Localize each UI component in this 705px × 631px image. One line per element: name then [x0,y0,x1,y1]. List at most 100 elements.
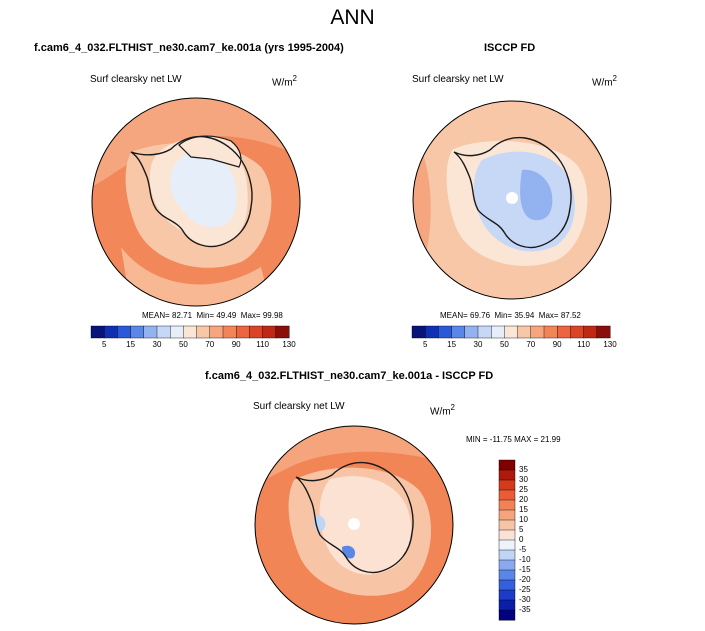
panel3-colorbar-ticks: 35 30 25 20 15 10 5 0 -5 -10 -15 -20 -25 -30 -35 [519,460,559,620]
panel1-variable: Surf clearsky net LW [90,74,182,85]
colorbar-swatch [517,325,532,339]
colorbar-tick-label: -15 [519,565,531,574]
colorbar-tick-label: 70 [205,340,215,349]
colorbar-swatch [498,529,516,541]
colorbar-swatch [498,589,516,601]
colorbar-swatch [498,569,516,581]
map3-border [254,425,454,625]
colorbar-swatch [464,325,479,339]
colorbar-swatch [438,325,453,339]
colorbar-tick-label: -25 [519,585,531,594]
panel2-title: ISCCP FD [484,42,536,54]
colorbar-tick-label: 90 [231,340,241,349]
colorbar-swatch [156,325,171,339]
colorbar-swatch [498,579,516,591]
colorbar-tick-label: 5 [519,525,524,534]
map1-coastline [130,135,253,248]
map2-coastline [453,136,572,249]
panel1-colorbar [90,325,290,339]
colorbar-swatch [543,325,558,339]
panel1-title: f.cam6_4_032.FLTHIST_ne30.cam7_ke.001a (… [34,42,344,54]
colorbar-tick-label: 130 [282,340,296,349]
colorbar-tick-label: 110 [577,340,590,349]
colorbar-swatch [130,325,145,339]
colorbar-tick-label: 50 [178,340,188,349]
colorbar-swatch [530,325,545,339]
panel3-stats: MIN = -11.75 MAX = 21.99 [466,435,561,444]
colorbar-swatch [90,325,105,339]
colorbar-tick-label: 0 [519,535,524,544]
panel3-title: f.cam6_4_032.FLTHIST_ne30.cam7_ke.001a -… [205,370,494,382]
colorbar-swatch [556,325,571,339]
panel2-map [412,100,612,300]
colorbar-tick-label: -20 [519,575,531,584]
panel1-colorbar-ticks: 5 15 30 50 70 90 110 130 [91,340,296,352]
colorbar-tick-label: 50 [499,340,509,349]
colorbar-swatch [451,325,466,339]
colorbar-swatch [498,509,516,521]
colorbar-tick-label: 110 [256,340,269,349]
colorbar-tick-label: 90 [552,340,562,349]
colorbar-swatch [275,325,290,339]
colorbar-swatch [498,469,516,481]
colorbar-tick-label: 30 [473,340,483,349]
colorbar-swatch [498,549,516,561]
colorbar-tick-label: 15 [447,340,457,349]
map1-field-patch [121,247,266,306]
colorbar-tick-label: 20 [519,495,528,504]
map2-pole-hole [506,192,518,204]
colorbar-swatch [477,325,492,339]
colorbar-swatch [196,325,211,339]
colorbar-swatch [222,325,237,339]
colorbar-tick-label: 10 [519,515,528,524]
panel1-units: W/m2 [272,74,297,89]
colorbar-swatch [498,459,516,471]
colorbar-tick-label: 5 [101,340,107,349]
map2-border [412,100,612,300]
colorbar-tick-label: -35 [519,605,531,614]
colorbar-tick-label: 25 [519,485,528,494]
colorbar-swatch [262,325,277,339]
map1-field-patch [92,98,300,187]
colorbar-swatch [570,325,585,339]
map3-coastline [295,461,414,574]
colorbar-tick-label: 130 [603,340,617,349]
map1-field-patch [170,153,237,227]
colorbar-tick-label: -10 [519,555,531,564]
panel2-units: W/m2 [592,74,617,89]
colorbar-tick-label: 15 [519,505,528,514]
panel3-variable: Surf clearsky net LW [253,401,345,412]
colorbar-swatch [583,325,598,339]
colorbar-swatch [143,325,158,339]
colorbar-tick-label: 5 [422,340,428,349]
panel3-map [254,425,454,625]
panel2-colorbar [411,325,611,339]
panel1-stats: MEAN= 82.71 Min= 49.49 Max= 99.98 [142,311,283,320]
colorbar-tick-label: 15 [126,340,136,349]
colorbar-swatch [596,325,611,339]
colorbar-swatch [498,559,516,571]
panel1-map [91,97,301,307]
colorbar-swatch [117,325,132,339]
colorbar-swatch [183,325,198,339]
colorbar-swatch [235,325,250,339]
map3-pole-hole [348,518,360,530]
colorbar-tick-label: 30 [152,340,162,349]
colorbar-swatch [209,325,224,339]
colorbar-swatch [411,325,426,339]
colorbar-swatch [490,325,505,339]
colorbar-swatch [498,609,516,621]
colorbar-tick-label: 70 [526,340,536,349]
colorbar-swatch [504,325,519,339]
panel2-colorbar-ticks: 5 15 30 50 70 90 110 130 [412,340,617,352]
colorbar-swatch [498,599,516,611]
colorbar-swatch [498,539,516,551]
panel3-colorbar [498,459,516,621]
colorbar-swatch [498,489,516,501]
colorbar-swatch [498,519,516,531]
colorbar-tick-label: -5 [519,545,527,554]
colorbar-swatch [169,325,184,339]
colorbar-swatch [249,325,264,339]
panel2-stats: MEAN= 69.76 Min= 35.94 Max= 87.52 [440,311,581,320]
colorbar-swatch [498,499,516,511]
